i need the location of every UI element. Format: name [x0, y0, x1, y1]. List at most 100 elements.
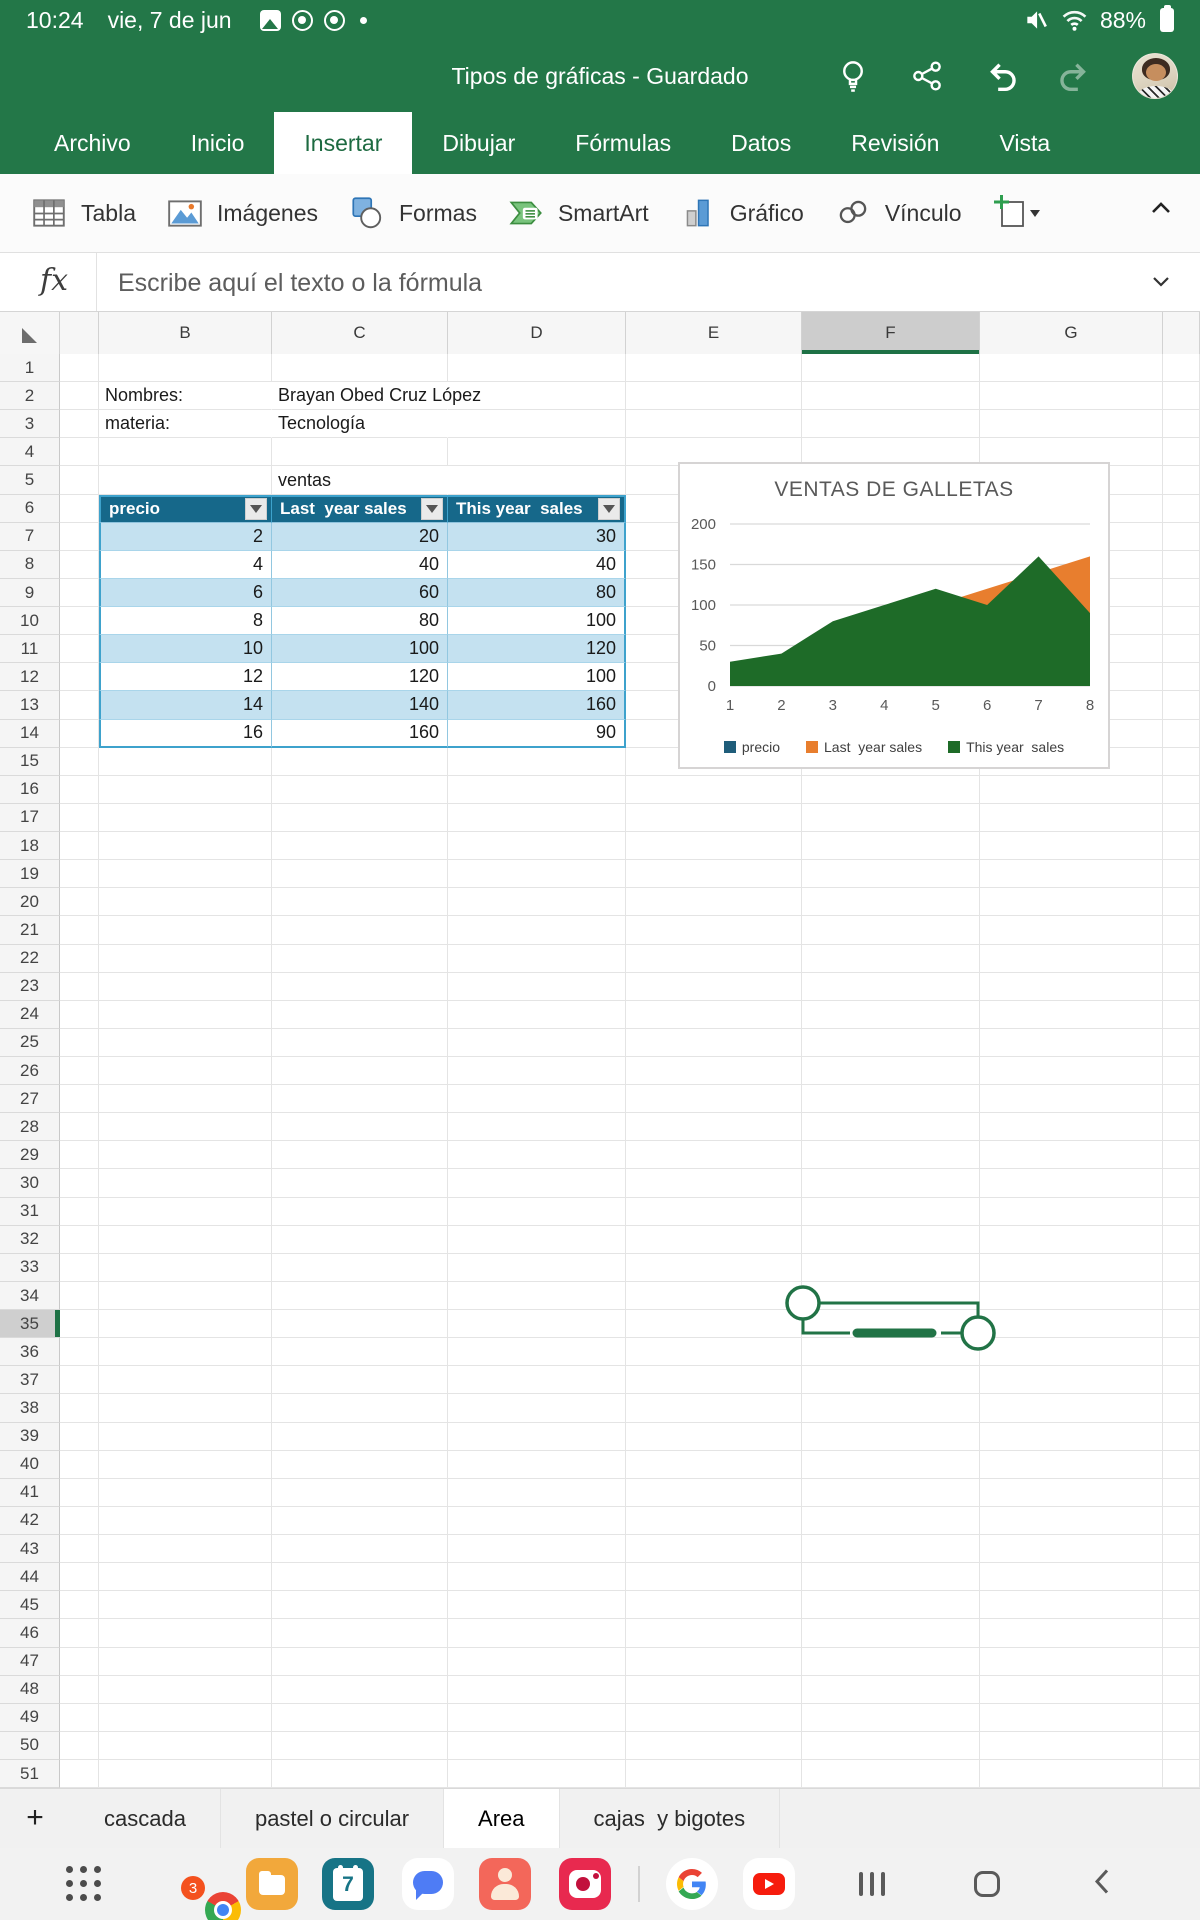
cell-E20[interactable]	[626, 888, 802, 917]
cell-C35[interactable]	[272, 1310, 448, 1339]
cell-C20[interactable]	[272, 888, 448, 917]
cell-B20[interactable]	[99, 888, 272, 917]
cell-B29[interactable]	[99, 1141, 272, 1170]
cell-B4[interactable]	[99, 438, 272, 467]
row-header-1[interactable]: 1	[0, 354, 60, 383]
cell-A3[interactable]	[60, 410, 99, 439]
cell-A48[interactable]	[60, 1675, 99, 1704]
cell-B8[interactable]: 4	[99, 550, 272, 579]
cell-H43[interactable]	[1163, 1535, 1200, 1564]
cell-E29[interactable]	[626, 1141, 802, 1170]
messages-icon[interactable]	[402, 1858, 454, 1910]
cell-H47[interactable]	[1163, 1647, 1200, 1676]
account-avatar[interactable]	[1132, 53, 1178, 99]
my-files-icon[interactable]	[246, 1858, 298, 1910]
row-header-44[interactable]: 44	[0, 1563, 60, 1592]
cell-C24[interactable]	[272, 1000, 448, 1029]
cell-D36[interactable]	[448, 1338, 626, 1367]
cell-A31[interactable]	[60, 1197, 99, 1226]
cell-A24[interactable]	[60, 1000, 99, 1029]
cell-A13[interactable]	[60, 691, 99, 720]
cell-D44[interactable]	[448, 1563, 626, 1592]
column-header-F[interactable]: F	[802, 312, 980, 355]
chart-button[interactable]: Gráfico	[679, 194, 804, 232]
cell-D38[interactable]	[448, 1394, 626, 1423]
cell-E42[interactable]	[626, 1506, 802, 1536]
cell-F20[interactable]	[802, 888, 980, 917]
cell-G23[interactable]	[980, 972, 1163, 1001]
cell-B35[interactable]	[99, 1310, 272, 1339]
collapse-ribbon-chevron[interactable]	[1146, 198, 1176, 223]
cell-D18[interactable]	[448, 832, 626, 861]
cell-B19[interactable]	[99, 860, 272, 889]
sheet-tab-pastel-o-circular[interactable]: pastel o circular	[221, 1789, 445, 1848]
cell-G44[interactable]	[980, 1563, 1163, 1592]
row-header-49[interactable]: 49	[0, 1703, 60, 1732]
cell-D32[interactable]	[448, 1225, 626, 1254]
tab-vista[interactable]: Vista	[999, 130, 1051, 156]
row-header-41[interactable]: 41	[0, 1478, 60, 1507]
cell-B23[interactable]	[99, 972, 272, 1001]
cell-H34[interactable]	[1163, 1281, 1200, 1311]
cell-H31[interactable]	[1163, 1197, 1200, 1226]
cell-H46[interactable]	[1163, 1619, 1200, 1648]
cell-A11[interactable]	[60, 635, 99, 664]
cell-E39[interactable]	[626, 1422, 802, 1451]
cell-F30[interactable]	[802, 1169, 980, 1198]
cell-H1[interactable]	[1163, 354, 1200, 383]
cell-A4[interactable]	[60, 438, 99, 467]
cell-H10[interactable]	[1163, 607, 1200, 636]
cell-D46[interactable]	[448, 1619, 626, 1648]
cell-H14[interactable]	[1163, 719, 1200, 748]
cell-E22[interactable]	[626, 944, 802, 973]
cell-A33[interactable]	[60, 1253, 99, 1282]
cell-F37[interactable]	[802, 1366, 980, 1395]
cell-E40[interactable]	[626, 1450, 802, 1479]
cell-C50[interactable]	[272, 1731, 448, 1760]
cell-D13[interactable]: 160	[448, 691, 626, 720]
cell-H7[interactable]	[1163, 522, 1200, 551]
cell-E27[interactable]	[626, 1085, 802, 1114]
cell-F41[interactable]	[802, 1478, 980, 1507]
share-icon[interactable]	[910, 59, 944, 93]
cell-C2[interactable]: Brayan Obed Cruz López	[272, 382, 481, 411]
cell-D43[interactable]	[448, 1535, 626, 1564]
cell-B43[interactable]	[99, 1535, 272, 1564]
filter-button[interactable]	[245, 498, 267, 521]
cell-F45[interactable]	[802, 1591, 980, 1620]
cell-G49[interactable]	[980, 1703, 1163, 1732]
cell-B25[interactable]	[99, 1028, 272, 1057]
shape-handle-start[interactable]	[785, 1285, 821, 1321]
cell-G39[interactable]	[980, 1422, 1163, 1451]
cell-D41[interactable]	[448, 1478, 626, 1507]
cell-C45[interactable]	[272, 1591, 448, 1620]
cell-B38[interactable]	[99, 1394, 272, 1423]
cell-D26[interactable]	[448, 1057, 626, 1086]
cell-A41[interactable]	[60, 1478, 99, 1507]
cell-F29[interactable]	[802, 1141, 980, 1170]
cell-E18[interactable]	[626, 832, 802, 861]
cell-B44[interactable]	[99, 1563, 272, 1592]
cell-F31[interactable]	[802, 1197, 980, 1226]
cell-E47[interactable]	[626, 1647, 802, 1676]
row-header-16[interactable]: 16	[0, 775, 60, 804]
cell-F42[interactable]	[802, 1506, 980, 1536]
cell-D30[interactable]	[448, 1169, 626, 1198]
cell-B42[interactable]	[99, 1506, 272, 1536]
cell-H51[interactable]	[1163, 1760, 1200, 1788]
cell-B17[interactable]	[99, 803, 272, 833]
row-header-51[interactable]: 51	[0, 1760, 60, 1788]
cell-G29[interactable]	[980, 1141, 1163, 1170]
cell-A9[interactable]	[60, 578, 99, 608]
cell-C48[interactable]	[272, 1675, 448, 1704]
cell-C51[interactable]	[272, 1760, 448, 1788]
sheet-tab-cajas-y-bigotes[interactable]: cajas y bigotes	[560, 1789, 781, 1848]
images-button[interactable]: Imágenes	[166, 194, 318, 232]
cell-G30[interactable]	[980, 1169, 1163, 1198]
cell-C23[interactable]	[272, 972, 448, 1001]
cell-C12[interactable]: 120	[272, 663, 448, 692]
cell-A26[interactable]	[60, 1057, 99, 1086]
cell-E30[interactable]	[626, 1169, 802, 1198]
cell-G15[interactable]	[980, 747, 1163, 776]
cell-E49[interactable]	[626, 1703, 802, 1732]
